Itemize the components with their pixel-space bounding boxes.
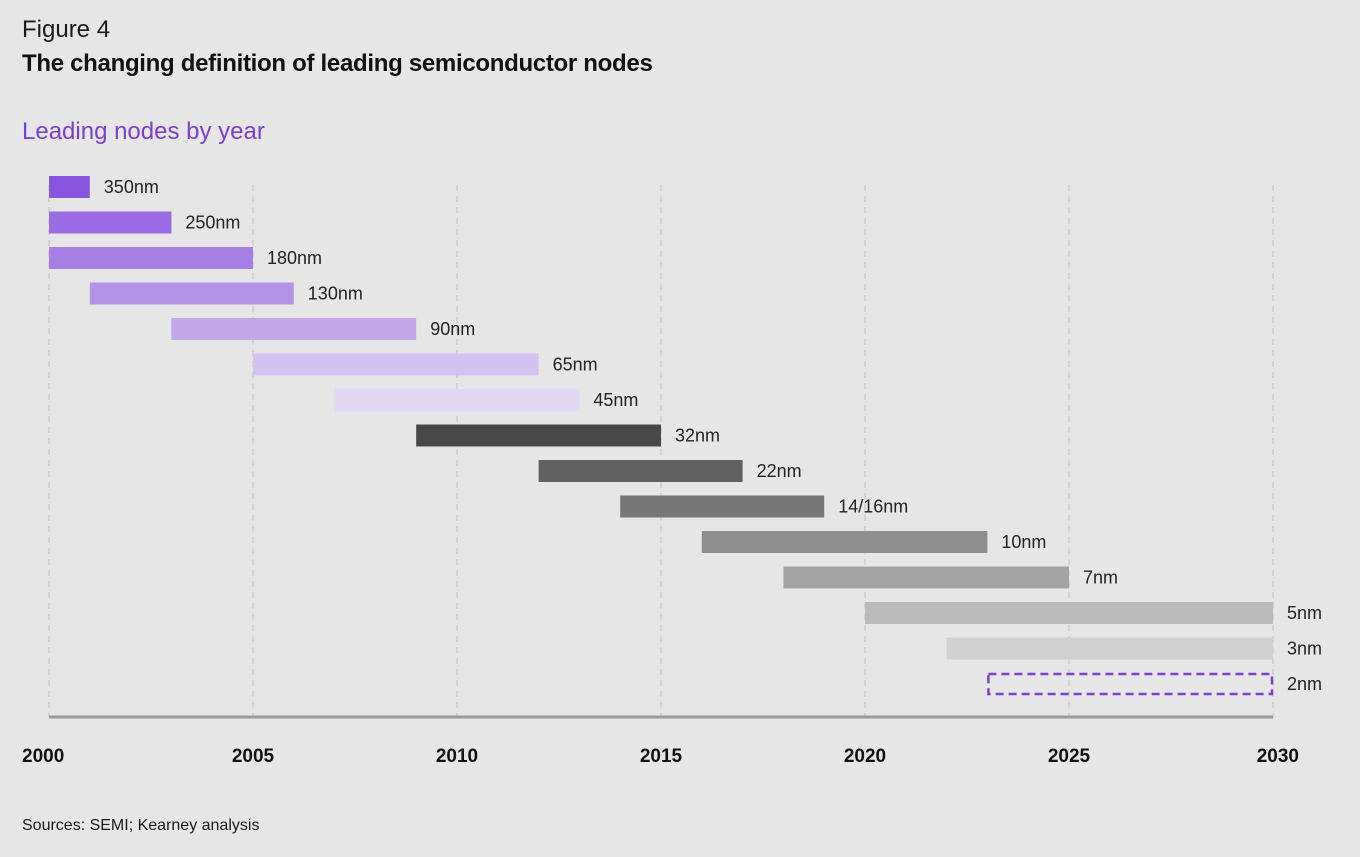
source-note: Sources: SEMI; Kearney analysis xyxy=(22,817,260,834)
bar-label-5nm: 5nm xyxy=(1287,603,1322,623)
bar-label-130nm: 130nm xyxy=(308,284,363,304)
x-tick-label-2005: 2005 xyxy=(232,746,275,767)
bar-label-10nm: 10nm xyxy=(1001,532,1046,552)
bar-10nm xyxy=(701,531,988,553)
node-bars xyxy=(49,176,1274,696)
bar-45nm xyxy=(334,389,580,411)
bar-label-32nm: 32nm xyxy=(675,426,720,446)
bar-label-90nm: 90nm xyxy=(430,319,475,339)
timeline-chart: 350nm 250nm 180nm 130nm 90nm 65nm 45nm 32nm 22nm… xyxy=(22,176,1322,767)
chart-title: The changing definition of leading semic… xyxy=(22,50,653,77)
x-axis: 2000 2005 2010 2015 2020 2025 2030 xyxy=(22,715,1299,767)
x-tick-label-2010: 2010 xyxy=(436,746,478,767)
bar-14-16nm xyxy=(620,495,825,518)
x-tick-label-2025: 2025 xyxy=(1048,746,1091,767)
bar-label-45nm: 45nm xyxy=(593,390,638,410)
bar-7nm xyxy=(783,566,1069,589)
chart-subtitle: Leading nodes by year xyxy=(22,118,265,145)
x-tick-label-2030: 2030 xyxy=(1257,746,1299,767)
bar-label-3nm: 3nm xyxy=(1287,639,1322,659)
bar-label-350nm: 350nm xyxy=(104,177,159,197)
bar-label-2nm: 2nm xyxy=(1287,674,1322,694)
bar-130nm xyxy=(89,282,294,305)
x-tick-label-2020: 2020 xyxy=(844,746,886,767)
figure-label: Figure 4 xyxy=(22,16,111,43)
bar-90nm xyxy=(171,318,417,340)
bar-label-22nm: 22nm xyxy=(757,461,802,481)
bar-label-250nm: 250nm xyxy=(185,213,240,233)
bar-5nm xyxy=(865,602,1273,624)
bar-label-180nm: 180nm xyxy=(267,248,322,268)
bar-250nm xyxy=(49,211,172,234)
bar-label-7nm: 7nm xyxy=(1083,568,1118,588)
grid-lines xyxy=(48,185,1274,717)
x-tick-label-2000: 2000 xyxy=(22,746,64,767)
bar-350nm xyxy=(49,176,90,198)
bar-label-14-16nm: 14/16nm xyxy=(838,497,908,517)
bar-180nm xyxy=(49,247,253,269)
bar-label-65nm: 65nm xyxy=(553,355,598,375)
bar-3nm xyxy=(946,637,1273,660)
bar-32nm xyxy=(416,424,661,447)
bar-2nm xyxy=(987,672,1274,696)
x-tick-label-2015: 2015 xyxy=(640,746,683,767)
node-labels: 350nm 250nm 180nm 130nm 90nm 65nm 45nm 32nm 22nm… xyxy=(104,177,1322,694)
bar-22nm xyxy=(538,460,743,482)
bar-65nm xyxy=(253,353,539,376)
